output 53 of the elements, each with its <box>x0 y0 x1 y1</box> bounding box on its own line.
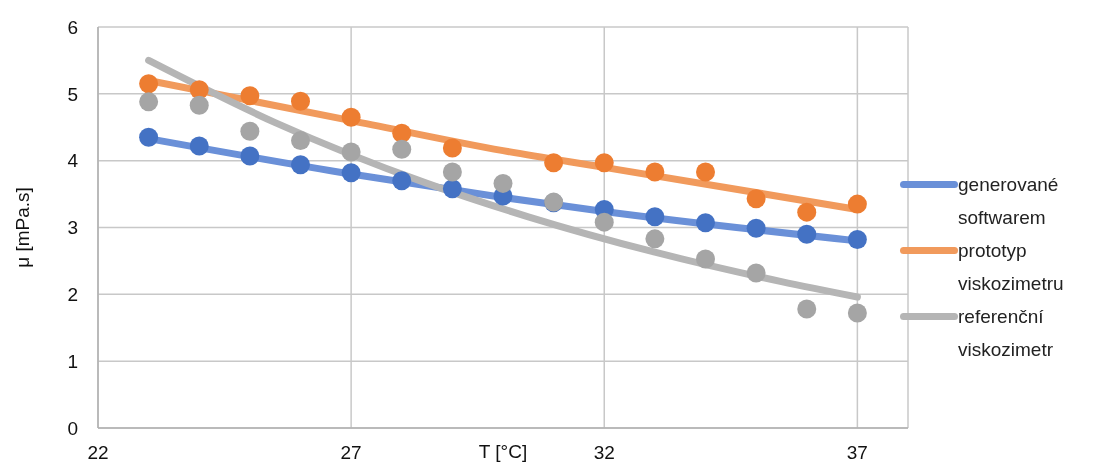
point <box>645 229 665 249</box>
point <box>645 162 665 182</box>
point <box>544 153 564 173</box>
point <box>645 207 665 227</box>
point <box>240 86 260 106</box>
point <box>493 173 513 193</box>
point <box>797 224 817 244</box>
point <box>442 138 462 158</box>
point <box>594 153 614 173</box>
x-axis-title: T [°C] <box>478 441 528 462</box>
point <box>139 127 159 147</box>
point <box>696 162 715 182</box>
point <box>291 91 310 111</box>
point <box>746 218 766 238</box>
point <box>139 92 159 112</box>
x-tick-label: 22 <box>87 442 109 464</box>
point <box>341 163 361 183</box>
legend-label: referenční viskozimetr <box>958 305 1054 362</box>
y-tick-label: 2 <box>67 284 78 306</box>
point <box>847 230 867 250</box>
y-tick-label: 4 <box>67 150 79 172</box>
point <box>189 95 209 115</box>
point <box>392 171 412 191</box>
point <box>341 142 361 162</box>
x-tick-label: 37 <box>846 442 868 464</box>
y-tick-label: 1 <box>67 350 78 372</box>
point <box>291 155 310 175</box>
point <box>291 131 310 151</box>
point <box>696 213 715 233</box>
point <box>189 136 209 156</box>
y-tick-label: 6 <box>67 16 78 38</box>
y-tick-label: 3 <box>67 217 78 239</box>
point <box>746 189 766 209</box>
point <box>392 123 412 143</box>
point <box>847 194 867 214</box>
point <box>442 162 462 182</box>
point <box>797 202 817 222</box>
y-tick-label: 5 <box>67 83 78 105</box>
point <box>240 121 260 141</box>
point <box>696 249 715 269</box>
point <box>797 299 817 319</box>
point <box>847 303 867 323</box>
y-axis-title: μ [mPa.s] <box>11 187 33 268</box>
point <box>746 263 766 283</box>
point <box>442 179 462 199</box>
x-tick-label: 27 <box>340 442 362 464</box>
point <box>139 74 159 94</box>
x-tick-label: 32 <box>593 442 615 464</box>
point <box>594 212 614 232</box>
point <box>341 107 361 127</box>
point <box>392 139 412 159</box>
point <box>240 146 260 166</box>
y-tick-label: 0 <box>67 417 78 439</box>
